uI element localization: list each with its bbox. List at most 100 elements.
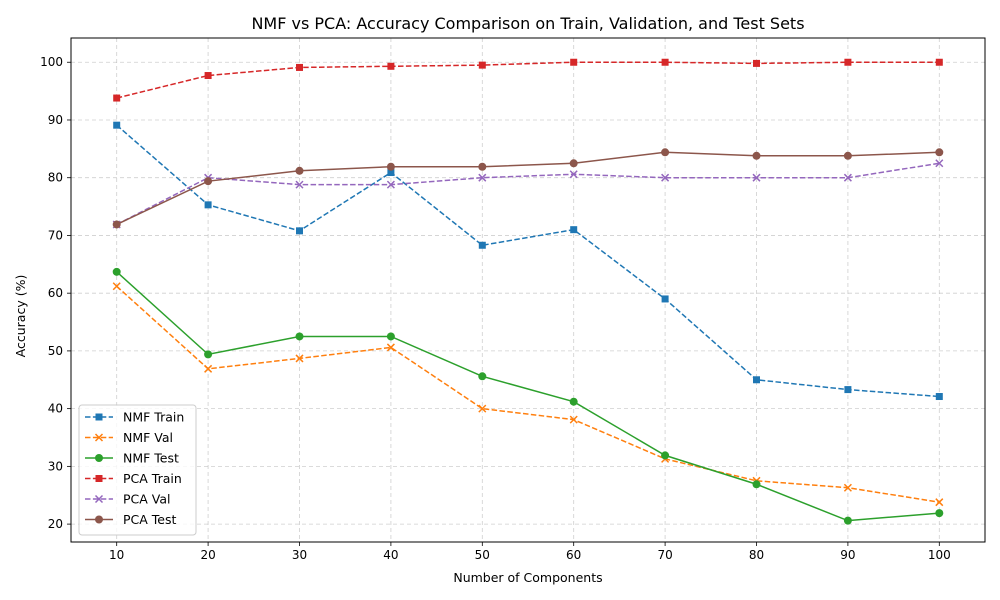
data-point	[843, 173, 852, 182]
y-tick-label: 70	[48, 228, 63, 242]
data-point	[204, 350, 213, 359]
chart-title: NMF vs PCA: Accuracy Comparison on Train…	[251, 14, 804, 33]
x-tick-label: 90	[840, 548, 855, 562]
series-line-nmf-train	[116, 124, 940, 398]
legend-item: PCA Train	[85, 471, 182, 486]
legend-box	[78, 404, 197, 536]
data-point	[387, 62, 395, 70]
data-point	[661, 173, 670, 182]
data-point	[752, 151, 761, 160]
legend-item: NMF Test	[85, 451, 179, 466]
y-tick-label: 50	[48, 344, 63, 358]
grid	[71, 38, 985, 542]
data-point	[112, 220, 121, 229]
data-point	[844, 386, 852, 394]
series-nmf-test	[112, 267, 944, 525]
legend-item: NMF Val	[85, 430, 173, 445]
data-point	[935, 58, 943, 66]
data-point	[753, 376, 760, 384]
legend-marker	[95, 515, 103, 524]
data-point	[935, 393, 943, 401]
data-point	[935, 159, 944, 168]
data-point	[661, 58, 669, 66]
series-line-pca-val	[116, 162, 940, 226]
data-point	[204, 201, 212, 209]
data-point	[112, 282, 121, 291]
y-tick-label: 100	[40, 55, 63, 69]
legend-label: PCA Test	[123, 512, 177, 527]
data-point	[113, 121, 121, 129]
series-pca-test	[112, 148, 944, 229]
data-point	[569, 415, 578, 424]
data-point	[478, 61, 486, 69]
series-line-pca-train	[116, 61, 940, 99]
legend-item: PCA Val	[85, 492, 171, 507]
data-point	[478, 372, 487, 381]
data-point	[295, 166, 304, 175]
data-point	[935, 498, 944, 507]
data-point	[843, 483, 852, 492]
data-point	[296, 63, 303, 71]
legend-item: PCA Test	[85, 512, 177, 527]
y-tick-label: 20	[48, 517, 63, 531]
series-line-nmf-test	[116, 271, 940, 522]
series-pca-train	[113, 58, 943, 102]
data-point	[661, 295, 669, 303]
legend-label: NMF Val	[123, 430, 173, 445]
series-line-pca-test	[116, 151, 940, 226]
legend-label: PCA Val	[123, 492, 171, 507]
data-point	[478, 162, 487, 171]
data-point	[935, 148, 944, 157]
data-point	[113, 94, 121, 102]
x-tick-label: 10	[109, 548, 124, 562]
data-point	[204, 177, 213, 186]
data-point	[478, 404, 487, 413]
data-point	[935, 509, 944, 518]
legend-label: PCA Train	[123, 471, 182, 486]
data-point	[204, 364, 213, 373]
axis-ticks: 10 20 30 40 50 60 70 80 90 100 20 30 40 50 60 70 80 90 100	[40, 55, 951, 562]
data-point	[569, 397, 578, 406]
data-point	[386, 343, 395, 352]
data-point	[752, 173, 761, 182]
data-point	[843, 151, 852, 160]
data-point	[569, 170, 578, 179]
data-point	[386, 332, 395, 341]
data-point	[752, 480, 761, 489]
data-point	[661, 451, 670, 460]
legend-label: NMF Test	[123, 451, 179, 466]
legend-label: NMF Train	[123, 410, 184, 425]
series-nmf-train	[113, 121, 943, 401]
data-point	[112, 267, 121, 276]
data-point	[478, 173, 487, 182]
legend: NMF Train NMF Val NMF Test PCA Train PCA Val…	[78, 404, 197, 536]
data-point	[386, 180, 395, 189]
x-tick-label: 20	[200, 548, 215, 562]
legend-marker	[95, 475, 103, 482]
data-point	[387, 169, 395, 177]
data-point	[296, 227, 303, 235]
x-tick-label: 60	[566, 548, 581, 562]
y-tick-label: 80	[48, 171, 63, 185]
data-point	[570, 226, 578, 234]
legend-marker	[94, 494, 104, 504]
x-tick-label: 30	[292, 548, 307, 562]
x-axis-label: Number of Components	[453, 570, 602, 585]
legend-item: NMF Train	[85, 410, 184, 425]
y-tick-label: 30	[48, 459, 63, 473]
data-point	[295, 354, 304, 363]
data-point	[661, 148, 670, 157]
series-pca-val	[112, 159, 944, 229]
data-point	[478, 241, 486, 249]
data-point	[204, 72, 212, 80]
y-tick-label: 60	[48, 286, 63, 300]
y-tick-label: 40	[48, 402, 63, 416]
x-tick-label: 40	[383, 548, 398, 562]
x-tick-label: 50	[475, 548, 490, 562]
series-lines	[112, 58, 944, 525]
legend-marker	[95, 413, 103, 421]
data-point	[844, 58, 852, 66]
data-point	[843, 516, 852, 525]
data-point	[753, 59, 760, 67]
